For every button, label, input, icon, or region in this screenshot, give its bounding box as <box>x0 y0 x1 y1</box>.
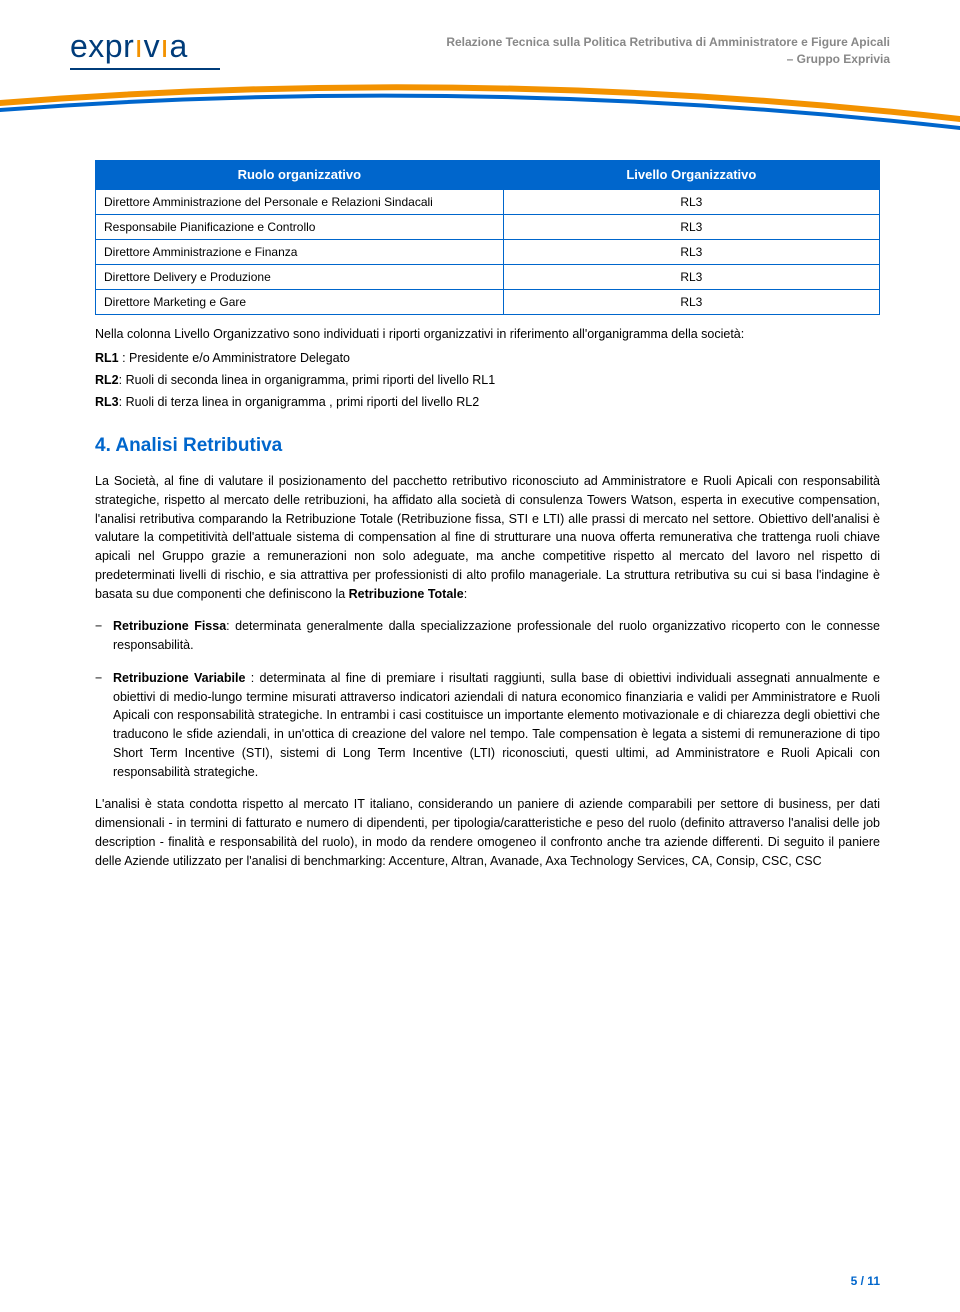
cell-level: RL3 <box>503 189 879 214</box>
logo-part3: a <box>170 28 188 64</box>
def-rl1-t: : Presidente e/o Amministratore Delegato <box>119 351 350 365</box>
th-level: Livello Organizzativo <box>503 161 879 190</box>
th-role: Ruolo organizzativo <box>96 161 504 190</box>
bullet2-text: : determinata al fine di premiare i risu… <box>113 671 880 779</box>
role-table: Ruolo organizzativo Livello Organizzativ… <box>95 160 880 315</box>
p1-end: : <box>464 587 467 601</box>
table-row: Responsabile Pianificazione e ControlloR… <box>96 214 880 239</box>
cell-level: RL3 <box>503 239 879 264</box>
table-row: Direttore Delivery e ProduzioneRL3 <box>96 264 880 289</box>
logo-underline <box>70 68 220 70</box>
cell-level: RL3 <box>503 214 879 239</box>
cell-role: Direttore Delivery e Produzione <box>96 264 504 289</box>
logo-dot1: ı <box>134 28 143 64</box>
logo: exprıvıa <box>70 22 220 70</box>
def-rl2-t: : Ruoli di seconda linea in organigramma… <box>119 373 496 387</box>
table-note: Nella colonna Livello Organizzativo sono… <box>95 325 880 344</box>
cell-level: RL3 <box>503 264 879 289</box>
p1-bold: Retribuzione Totale <box>349 587 464 601</box>
table-row: Direttore Marketing e GareRL3 <box>96 289 880 314</box>
bullet-variable: Retribuzione Variabile : determinata al … <box>113 669 880 782</box>
content: Ruolo organizzativo Livello Organizzativ… <box>0 140 960 870</box>
def-rl1: RL1 : Presidente e/o Amministratore Dele… <box>95 349 880 368</box>
def-rl2: RL2: Ruoli di seconda linea in organigra… <box>95 371 880 390</box>
p1-text: La Società, al fine di valutare il posiz… <box>95 474 880 601</box>
bullet1-bold: Retribuzione Fissa <box>113 619 226 633</box>
doc-title: Relazione Tecnica sulla Politica Retribu… <box>446 34 890 68</box>
cell-role: Direttore Amministrazione del Personale … <box>96 189 504 214</box>
page-header: exprıvıa Relazione Tecnica sulla Politic… <box>0 0 960 140</box>
cell-role: Direttore Marketing e Gare <box>96 289 504 314</box>
cell-role: Direttore Amministrazione e Finanza <box>96 239 504 264</box>
doc-title-line2: – Gruppo Exprivia <box>787 52 890 66</box>
doc-title-grey: Relazione Tecnica sulla Politica <box>446 35 626 49</box>
section-4-title: 4. Analisi Retributiva <box>95 432 880 461</box>
table-header-row: Ruolo organizzativo Livello Organizzativ… <box>96 161 880 190</box>
page: exprıvıa Relazione Tecnica sulla Politic… <box>0 0 960 1312</box>
def-rl2-b: RL2 <box>95 373 119 387</box>
table-row: Direttore Amministrazione e FinanzaRL3 <box>96 239 880 264</box>
logo-dot2: ı <box>160 28 169 64</box>
page-number: 5 / 11 <box>851 1272 880 1290</box>
bullet2-bold: Retribuzione Variabile <box>113 671 251 685</box>
logo-part1: expr <box>70 28 134 64</box>
section-4-p1: La Società, al fine di valutare il posiz… <box>95 472 880 603</box>
cell-role: Responsabile Pianificazione e Controllo <box>96 214 504 239</box>
def-rl3: RL3: Ruoli di terza linea in organigramm… <box>95 393 880 412</box>
doc-title-cont: Retributiva di Amministratore e Figure A… <box>626 35 890 49</box>
section-4-p2: L'analisi è stata condotta rispetto al m… <box>95 795 880 870</box>
logo-part2: v <box>144 28 161 64</box>
bullet-fixed: Retribuzione Fissa: determinata generalm… <box>113 617 880 655</box>
header-swoosh <box>0 72 960 132</box>
def-rl3-b: RL3 <box>95 395 119 409</box>
table-row: Direttore Amministrazione del Personale … <box>96 189 880 214</box>
logo-text: exprıvıa <box>70 28 188 64</box>
bullet1-text: : determinata generalmente dalla special… <box>113 619 880 652</box>
def-rl3-t: : Ruoli di terza linea in organigramma ,… <box>119 395 480 409</box>
cell-level: RL3 <box>503 289 879 314</box>
def-rl1-b: RL1 <box>95 351 119 365</box>
